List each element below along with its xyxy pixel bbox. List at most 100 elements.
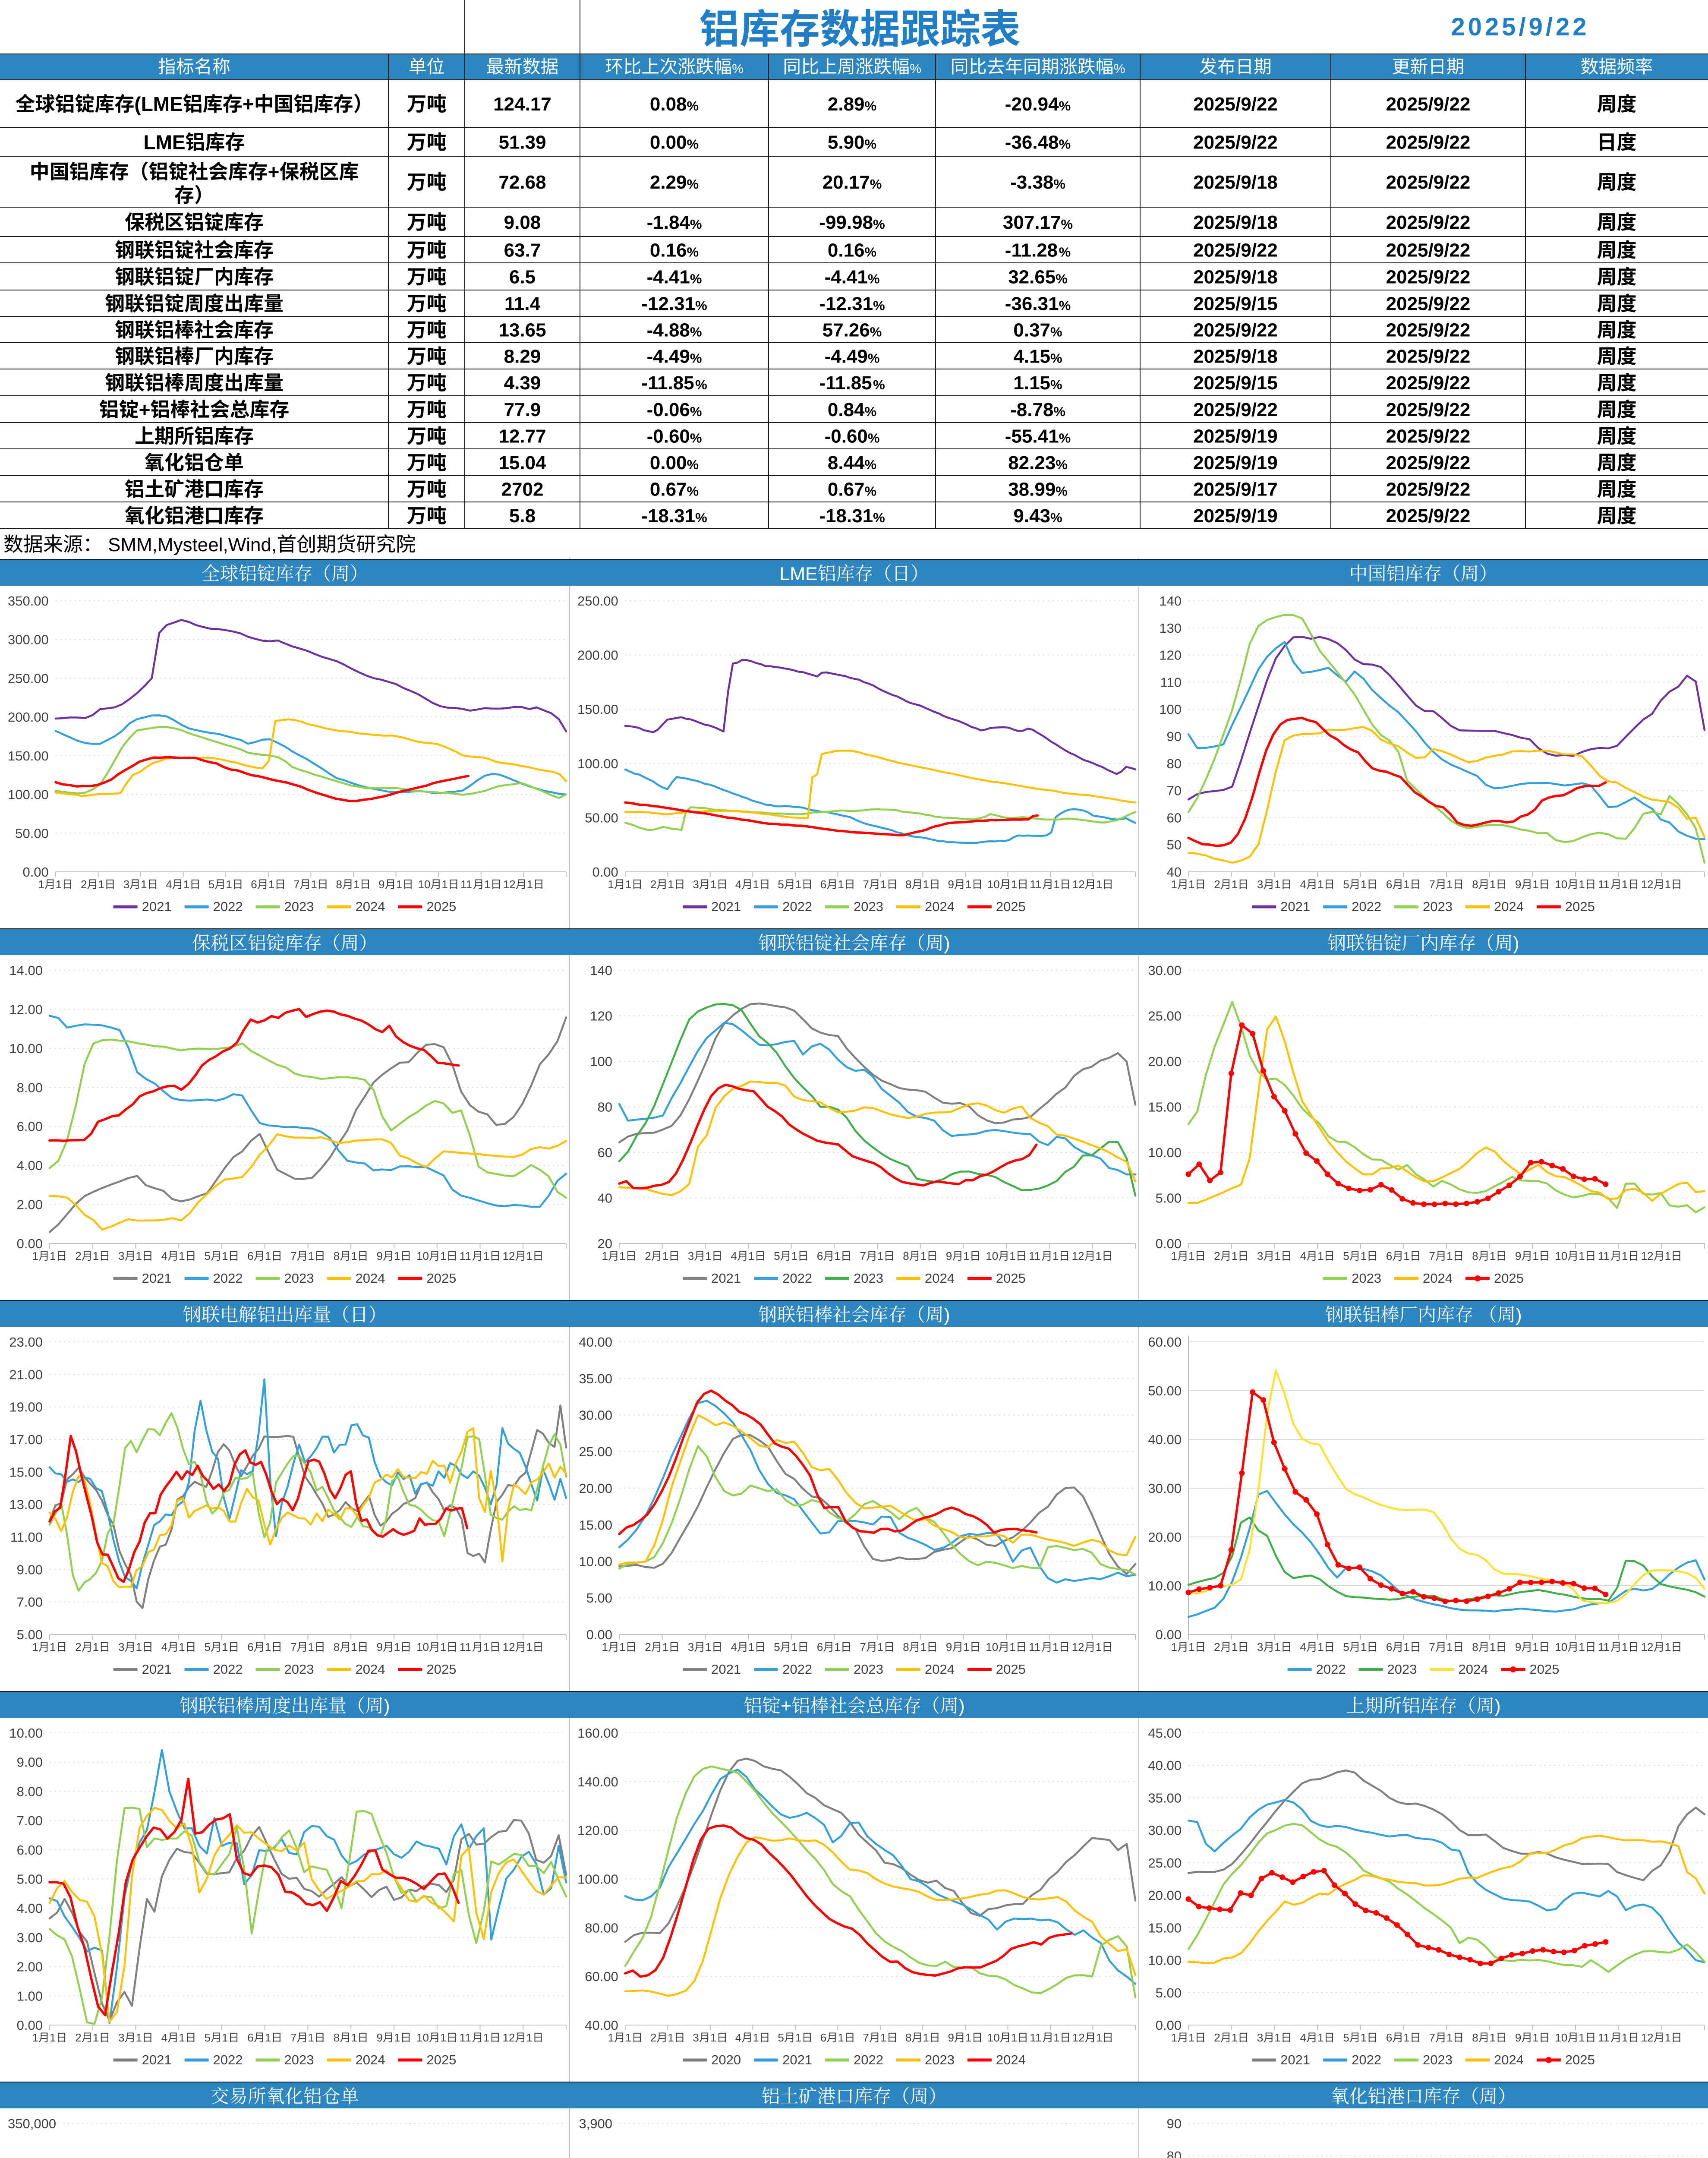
svg-text:1: 1	[440, 1641, 446, 1653]
svg-text:1: 1	[1274, 1641, 1280, 1653]
svg-text:1: 1	[791, 1249, 797, 1262]
svg-text:2024: 2024	[1423, 1271, 1453, 1286]
svg-text:11: 11	[1030, 2031, 1041, 2044]
svg-text:2025/9/22: 2025/9/22	[1386, 372, 1471, 394]
svg-text:2.00: 2.00	[17, 1197, 43, 1212]
svg-text:2023: 2023	[854, 1271, 883, 1286]
svg-text:%: %	[910, 62, 921, 76]
svg-text:35.00: 35.00	[579, 1371, 612, 1386]
svg-text:5: 5	[205, 1641, 211, 1653]
svg-text:1: 1	[668, 878, 674, 891]
svg-text:2022: 2022	[1316, 1662, 1346, 1677]
svg-text:20.00: 20.00	[1148, 1054, 1182, 1069]
svg-text:%: %	[1056, 484, 1068, 499]
svg-text:2022: 2022	[213, 1662, 243, 1677]
svg-text:%: %	[1059, 245, 1071, 260]
svg-text:1: 1	[877, 1249, 883, 1262]
svg-text:1: 1	[1622, 2031, 1628, 2044]
svg-text:11: 11	[460, 878, 472, 891]
svg-text:1: 1	[619, 1249, 625, 1262]
svg-text:12: 12	[503, 2031, 515, 2044]
svg-text:5: 5	[1343, 1641, 1349, 1653]
svg-text:%: %	[690, 217, 702, 232]
svg-text:9: 9	[377, 1641, 383, 1653]
svg-text:%: %	[1050, 377, 1062, 392]
svg-text:12.77: 12.77	[498, 426, 546, 447]
svg-text:10: 10	[987, 2031, 1000, 2044]
svg-text:1: 1	[483, 1641, 489, 1653]
svg-text:%: %	[873, 510, 885, 525]
svg-text:57.26: 57.26	[822, 320, 870, 341]
svg-text:5.00: 5.00	[17, 1627, 43, 1642]
svg-text:1: 1	[526, 2031, 533, 2044]
svg-text:4.15: 4.15	[1013, 346, 1050, 367]
svg-text:-36.31: -36.31	[1005, 293, 1059, 315]
svg-text:%: %	[873, 217, 885, 232]
svg-text:120.00: 120.00	[577, 1823, 618, 1838]
svg-text:%: %	[687, 177, 699, 192]
svg-text:2024: 2024	[1494, 2052, 1524, 2067]
svg-text:0.16: 0.16	[650, 240, 687, 261]
svg-text:3: 3	[123, 878, 129, 891]
svg-text:2024: 2024	[356, 1271, 385, 1286]
svg-text:35.00: 35.00	[1148, 1790, 1182, 1805]
svg-text:5: 5	[205, 1249, 211, 1262]
svg-text:3: 3	[118, 2031, 124, 2044]
svg-text:1: 1	[795, 878, 801, 891]
svg-text:-11.28: -11.28	[1005, 240, 1058, 261]
svg-text:1: 1	[526, 1641, 533, 1653]
svg-text:9: 9	[1515, 878, 1521, 891]
svg-text:1: 1	[710, 878, 716, 891]
svg-text:1: 1	[838, 878, 844, 891]
svg-text:1: 1	[1171, 2031, 1177, 2044]
svg-text:2025/9/22: 2025/9/22	[1386, 293, 1471, 315]
svg-text:1: 1	[1317, 1641, 1324, 1653]
svg-text:2025/9/19: 2025/9/19	[1193, 505, 1278, 527]
svg-text:2025/9/22: 2025/9/22	[1386, 399, 1471, 420]
svg-text:19.00: 19.00	[9, 1400, 43, 1415]
svg-text:1: 1	[1490, 878, 1496, 891]
svg-text:): )	[944, 933, 950, 954]
svg-text:2024: 2024	[925, 899, 955, 914]
svg-text:2025/9/22: 2025/9/22	[1386, 212, 1471, 233]
svg-text:7: 7	[290, 1641, 296, 1653]
svg-text:45.00: 45.00	[1148, 1726, 1182, 1741]
svg-text:1: 1	[1532, 2031, 1538, 2044]
svg-text:1: 1	[1532, 878, 1538, 891]
svg-text:40.00: 40.00	[1148, 1758, 1182, 1773]
svg-text:0.00: 0.00	[592, 864, 618, 880]
svg-text:50: 50	[1167, 837, 1182, 852]
svg-text:%: %	[687, 245, 699, 260]
svg-text:1: 1	[1665, 2031, 1671, 2044]
svg-text:%: %	[1059, 298, 1071, 313]
svg-text:4.39: 4.39	[504, 372, 541, 394]
svg-text:15.00: 15.00	[1148, 1100, 1182, 1115]
svg-text:2.89: 2.89	[828, 94, 865, 115]
svg-text:1: 1	[1096, 1249, 1102, 1262]
svg-text:1: 1	[1232, 2031, 1238, 2044]
svg-text:1: 1	[705, 1249, 711, 1262]
svg-text:4: 4	[161, 1249, 167, 1262]
svg-text:3: 3	[693, 2031, 699, 2044]
svg-text:%: %	[690, 351, 702, 366]
svg-text:1: 1	[141, 878, 147, 891]
svg-text:6.00: 6.00	[17, 1843, 43, 1858]
svg-text:%: %	[865, 98, 877, 114]
svg-text:2: 2	[1214, 1641, 1220, 1653]
svg-text:1: 1	[265, 2031, 271, 2044]
svg-text:30.00: 30.00	[579, 1408, 612, 1423]
svg-text:1: 1	[662, 1249, 668, 1262]
svg-text:1: 1	[1446, 878, 1453, 891]
svg-text:100.00: 100.00	[8, 787, 49, 802]
svg-text:50.00: 50.00	[15, 826, 49, 841]
svg-text:0.08: 0.08	[650, 94, 687, 115]
svg-text:1: 1	[1232, 1641, 1238, 1653]
svg-text:0.00: 0.00	[650, 132, 687, 153]
svg-text:2023: 2023	[1352, 1271, 1381, 1286]
svg-text:82.23: 82.23	[1008, 452, 1056, 473]
svg-text:-0.60: -0.60	[825, 426, 868, 447]
svg-text:0.84: 0.84	[828, 399, 865, 420]
svg-text:1: 1	[56, 878, 62, 891]
svg-text:%: %	[687, 137, 699, 152]
svg-text:3: 3	[688, 1249, 694, 1262]
